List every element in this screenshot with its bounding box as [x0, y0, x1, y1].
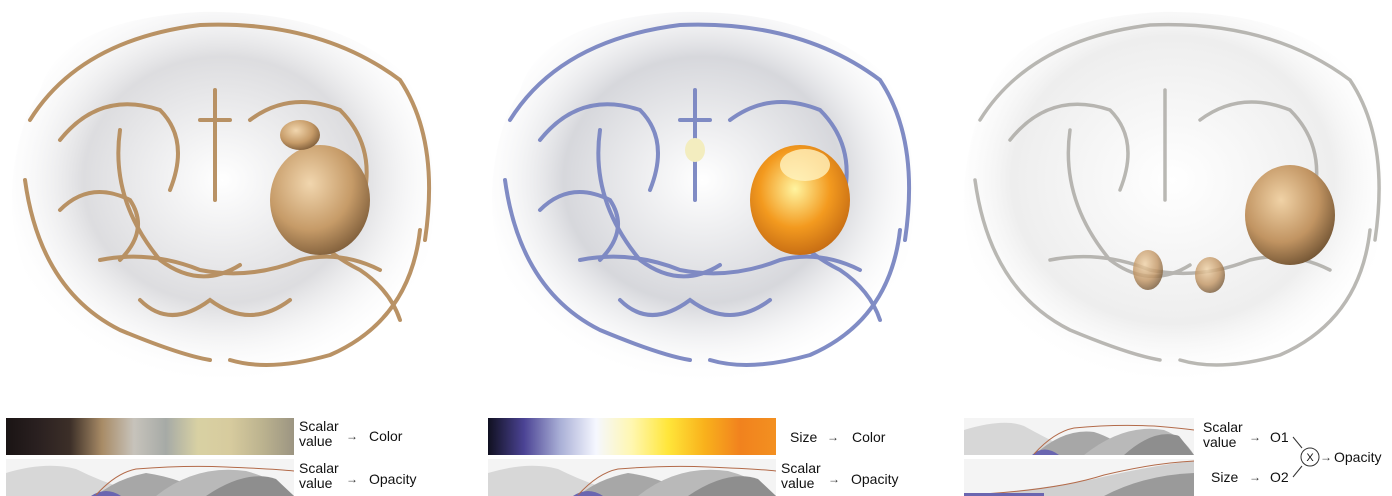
source-label: Scalar value: [1203, 419, 1243, 450]
arrow-icon: →: [828, 472, 840, 486]
arrow-icon: →: [827, 430, 839, 444]
volume-render-brain-tan: [11, 11, 434, 386]
target-label-o1: O1: [1270, 429, 1289, 445]
color-transfer-gradient: [488, 418, 776, 455]
combine-connector: [1292, 436, 1320, 478]
source-label: Size: [790, 429, 818, 445]
volume-render-brain-gray: [963, 11, 1382, 386]
arrow-icon: →: [1249, 470, 1261, 484]
opacity-transfer-chart: [488, 459, 776, 496]
volume-render-brain-blue: [491, 11, 914, 386]
source-label: Scalar value: [781, 460, 821, 491]
source-label: Scalar value: [299, 418, 339, 449]
opacity-transfer-chart-o2: [964, 459, 1194, 496]
source-label: Size: [1211, 469, 1239, 485]
arrow-icon: →: [346, 472, 358, 486]
opacity-transfer-chart: [6, 459, 294, 496]
source-label: Scalar value: [299, 460, 339, 491]
panel-scalar-color: Scalar value → Color Scalar value → Opacit…: [0, 0, 460, 496]
target-label: Color: [852, 429, 886, 445]
panel-size-color: Size → Color Scalar value → Opacity: [480, 0, 940, 496]
panel-combined-opacity: Scalar value → O1 Size → O2 X → Opacity: [960, 0, 1392, 496]
combined-target-label: Opacity: [1334, 449, 1382, 465]
multiply-symbol: X: [1306, 452, 1314, 464]
color-transfer-gradient: [6, 418, 294, 455]
target-label: Opacity: [851, 471, 899, 487]
arrow-icon: →: [1320, 450, 1332, 464]
arrow-icon: →: [346, 429, 358, 443]
target-label: Color: [369, 428, 403, 444]
target-label: Opacity: [369, 471, 417, 487]
arrow-icon: →: [1249, 430, 1261, 444]
opacity-transfer-chart-o1: [964, 418, 1194, 455]
target-label-o2: O2: [1270, 469, 1289, 485]
